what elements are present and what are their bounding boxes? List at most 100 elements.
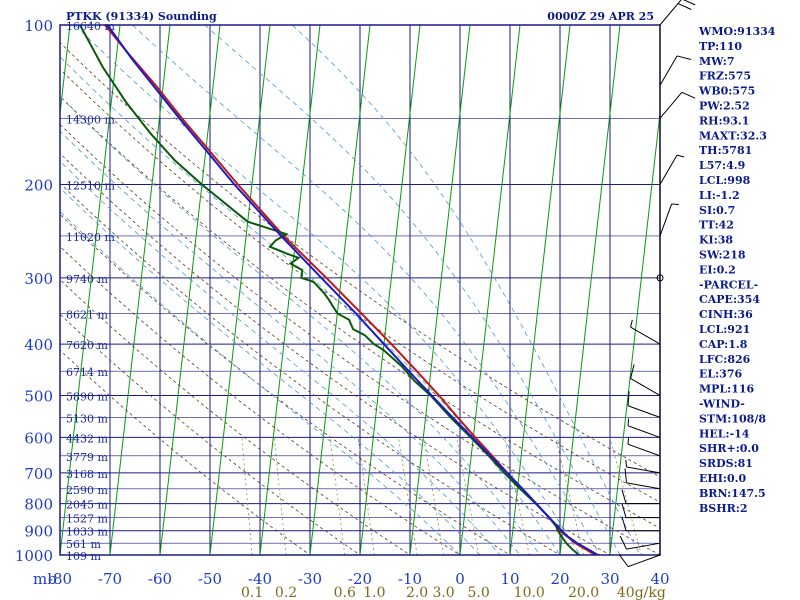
stability-index-entry: MAXT:32.3 [699, 129, 767, 142]
isotherm-line [0, 25, 20, 555]
wind-barb-feather [682, 0, 696, 6]
height-label: 2045 m [66, 499, 108, 512]
wind-barb-feather [624, 468, 628, 483]
isotherm-line [159, 25, 221, 555]
height-label: 16640 m [66, 20, 115, 33]
height-label: 3779 m [66, 451, 108, 464]
mixing-ratio-label: 10.0 [514, 585, 545, 600]
height-label: 11020 m [66, 231, 115, 244]
isotherm-line [409, 25, 471, 555]
stability-index-entry: TT:42 [699, 219, 734, 232]
dry-adiabat-line [60, 182, 561, 555]
stability-index-entry: FRZ:575 [699, 70, 751, 83]
stability-index-entry: PW:2.52 [699, 100, 750, 113]
pressure-tick-label: 700 [24, 465, 53, 483]
wind-barb-feather [677, 3, 692, 10]
moist-adiabat-line [60, 56, 561, 555]
height-label: 7620 m [66, 339, 108, 352]
mixing-ratio-line [555, 437, 584, 555]
stability-index-entry: BSHR:2 [699, 502, 748, 515]
moist-adiabat-line [204, 25, 621, 555]
chart-title: PTKK (91334) Sounding [66, 10, 217, 23]
mixing-ratio-line [241, 437, 253, 555]
height-label: 14300 m [66, 113, 115, 126]
temperature-tick-label: 40 [650, 570, 669, 588]
isotherm-line [109, 25, 171, 555]
stability-index-entry: KI:38 [699, 234, 733, 247]
wind-barb-shaft [626, 482, 661, 490]
pressure-tick-label: 200 [24, 177, 53, 195]
wind-barb-shaft [626, 542, 661, 550]
mixing-ratio-line [504, 437, 530, 555]
stability-index-entry: TP:110 [699, 40, 742, 53]
mixing-ratio-line [398, 437, 418, 555]
dry-adiabat-line [60, 349, 311, 555]
stability-index-entry: CAPE:354 [699, 293, 760, 306]
temperature-tick-label: -80 [48, 570, 72, 588]
isotherm-line [259, 25, 321, 555]
pressure-tick-label: 800 [24, 496, 53, 514]
wind-barb-shaft [659, 154, 678, 185]
stability-index-entry: WB0:575 [698, 85, 755, 98]
height-label: 9740 m [66, 273, 108, 286]
temperature-tick-label: -70 [98, 570, 122, 588]
pressure-tick-label: 600 [24, 429, 53, 447]
moist-adiabat-line [60, 187, 481, 555]
dry-adiabat-line [60, 213, 511, 555]
wind-barb-shaft [627, 554, 661, 568]
dry-adiabat-line [60, 313, 361, 555]
pressure-tick-label: 500 [24, 387, 53, 405]
stability-index-entry: CINH:36 [699, 308, 753, 321]
wind-barb-shaft [659, 203, 673, 237]
stability-indices-panel: WMO:91334 TP:110 MW:7 FRZ:575 WB0:575 PW:2.52… [698, 25, 776, 515]
mixing-ratio-line [609, 437, 642, 555]
stability-index-entry: STM:108/8 [699, 412, 766, 425]
height-label: 5890 m [66, 390, 108, 403]
wind-barb-feather [621, 489, 627, 504]
temperature-tick-label: -30 [298, 570, 322, 588]
wind-barb-shaft [627, 425, 661, 438]
stability-index-entry: LCL:921 [699, 323, 750, 336]
wind-barb-feather [621, 503, 627, 518]
grid-layer [0, 25, 660, 555]
wind-barb-shaft [630, 326, 661, 345]
wind-barb-shaft [630, 378, 661, 396]
stability-index-entry: SI:0.7 [699, 204, 735, 217]
mixing-ratio-line [273, 437, 287, 555]
parcel-profile-line [106, 25, 603, 555]
wind-barb-feather [619, 535, 627, 550]
wind-barb-shaft [659, 91, 683, 119]
stability-index-entry: BRN:147.5 [699, 487, 766, 500]
stability-index-entry: SW:218 [699, 249, 746, 262]
stability-index-entry: RH:93.1 [699, 114, 749, 127]
temperature-tick-label: -20 [348, 570, 372, 588]
isotherm-line [509, 25, 571, 555]
isotherm-line [60, 25, 121, 555]
stability-index-entry: EL:376 [699, 368, 742, 381]
height-label: 2590 m [66, 484, 108, 497]
height-label: 5130 m [66, 412, 108, 425]
wind-barb-half-feather [625, 459, 628, 468]
mixing-ratio-label: 0.2 [275, 585, 297, 600]
wind-barb-half-feather [627, 436, 630, 445]
temperature-tick-label: -40 [248, 570, 272, 588]
height-label: 109 m [66, 550, 101, 563]
mixing-ratio-line [423, 437, 444, 555]
y-axis-unit-label: mb [33, 570, 57, 588]
mixing-ratio-label: 3.0 [432, 585, 454, 600]
stability-index-entry: LI:-1.2 [699, 189, 740, 202]
temperature-tick-label: 0 [455, 570, 465, 588]
moist-adiabat-line [291, 25, 641, 555]
height-label: 6714 m [66, 366, 108, 379]
pressure-tick-label: 900 [24, 523, 53, 541]
stability-index-entry: MPL:116 [699, 383, 755, 396]
temperature-tick-label: 20 [550, 570, 569, 588]
moist-adiabat-line [60, 211, 461, 555]
isotherm-line [359, 25, 421, 555]
wind-profile [619, 0, 696, 568]
moist-adiabat-line [60, 130, 521, 555]
stability-index-entry: EHI:0.0 [699, 472, 746, 485]
pressure-tick-label: 400 [24, 336, 53, 354]
stability-index-entry: L57:4.9 [699, 159, 745, 172]
